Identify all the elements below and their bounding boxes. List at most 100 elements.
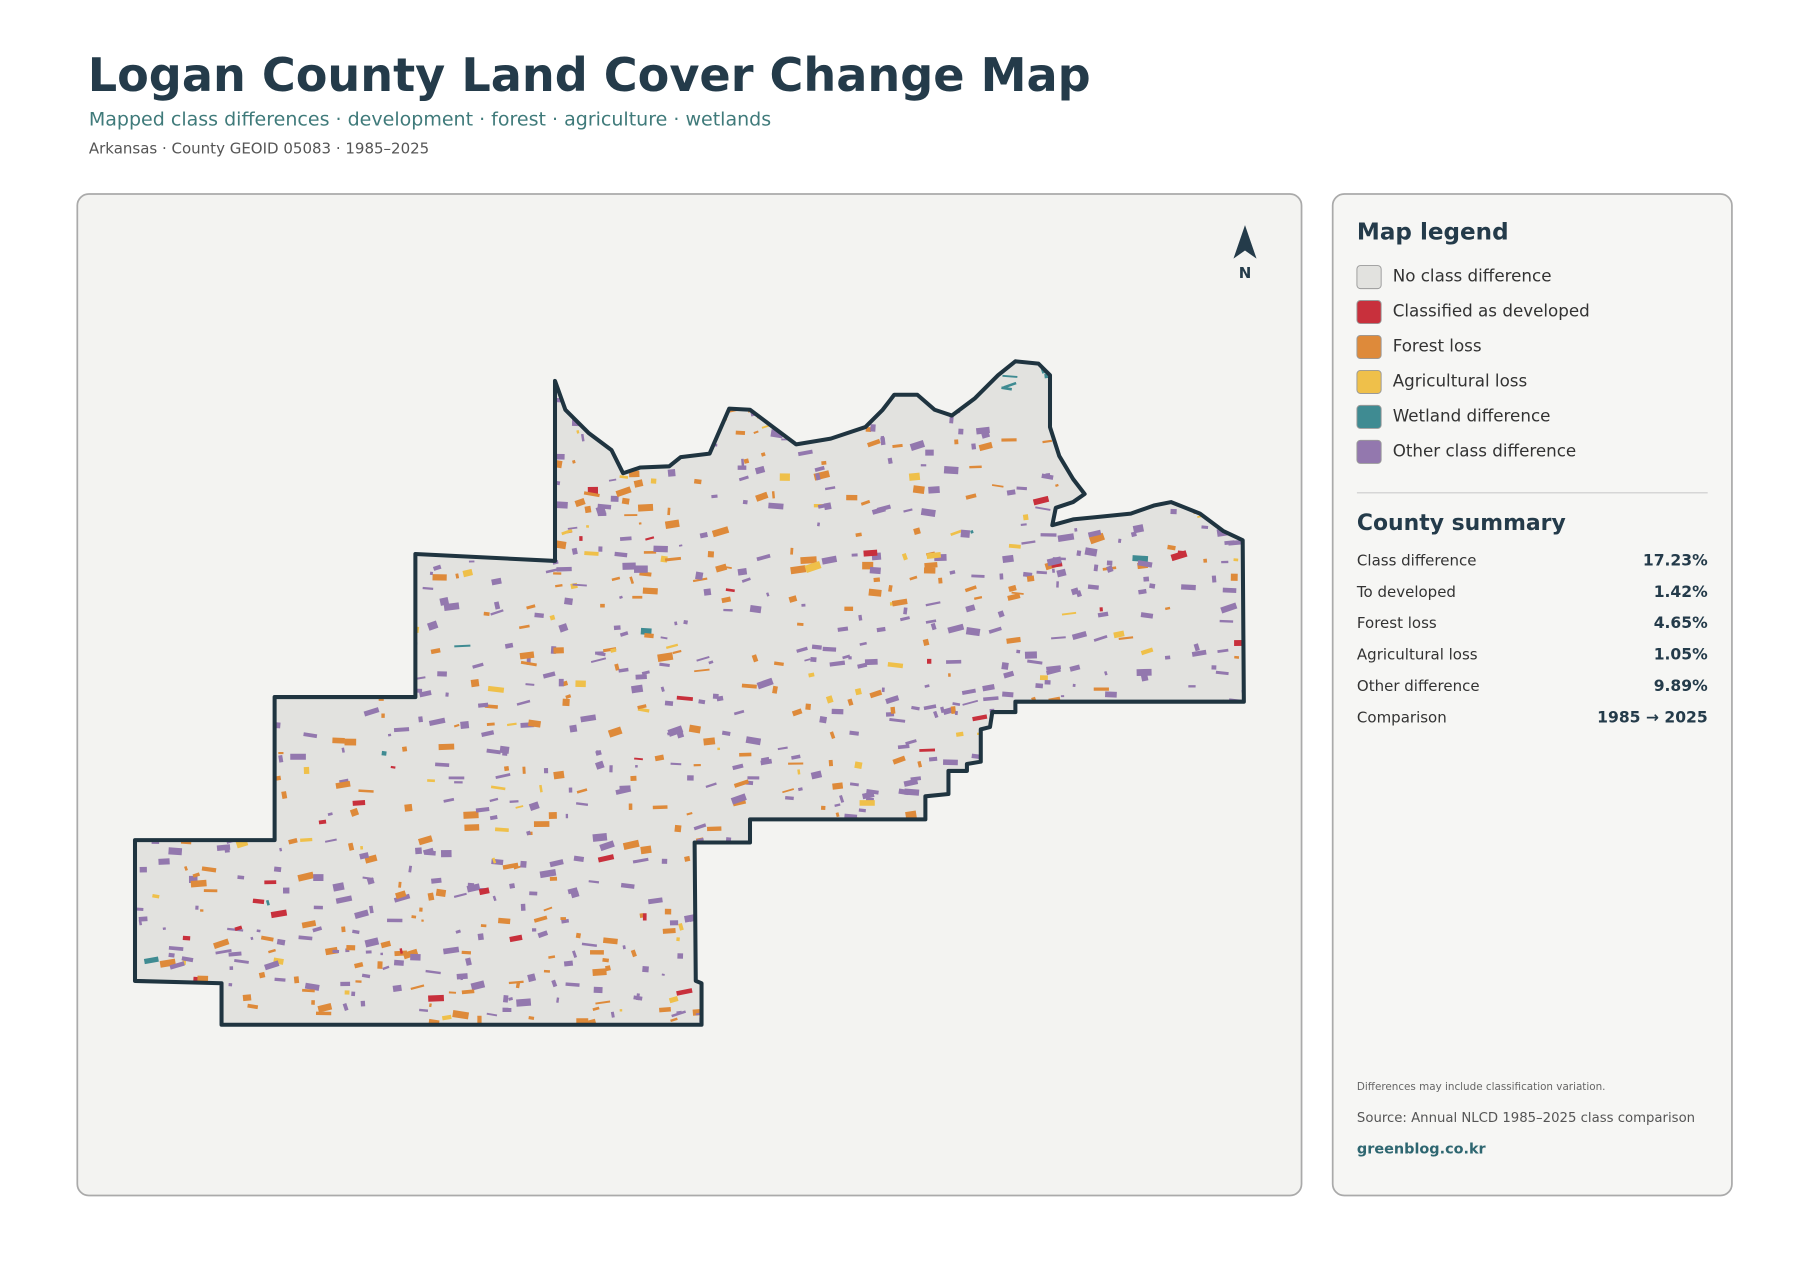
change-patch: [903, 607, 908, 615]
change-patch: [502, 995, 509, 1003]
change-patch: [1132, 524, 1145, 534]
change-patch: [574, 497, 586, 508]
change-patch: [828, 759, 834, 767]
legend-label: Wetland difference: [1393, 405, 1551, 425]
change-patch: [1046, 556, 1062, 567]
change-patch: [923, 704, 937, 711]
change-patch: [955, 731, 964, 737]
change-patch: [468, 560, 475, 563]
change-patch: [869, 689, 883, 699]
change-patch: [499, 745, 510, 754]
change-patch: [965, 604, 976, 613]
change-patch: [443, 797, 455, 803]
change-patch: [913, 527, 921, 535]
change-patch: [1193, 643, 1200, 652]
change-patch: [1093, 634, 1108, 642]
change-patch: [315, 1011, 332, 1016]
change-patch: [630, 949, 637, 958]
change-patch: [869, 566, 881, 575]
change-patch: [737, 568, 748, 576]
change-patch: [611, 576, 621, 582]
change-patch: [1001, 662, 1009, 670]
change-patch: [788, 595, 798, 603]
change-patch: [553, 501, 568, 509]
change-patch: [777, 746, 788, 751]
change-patch: [808, 672, 815, 678]
change-patch: [911, 705, 920, 711]
change-patch: [298, 935, 313, 941]
change-patch: [969, 465, 982, 469]
change-patch: [947, 623, 965, 634]
change-patch: [1220, 602, 1238, 614]
change-patch: [201, 866, 217, 873]
change-patch: [890, 706, 896, 714]
change-patch: [662, 928, 676, 934]
change-patch: [1069, 664, 1081, 672]
change-patch: [711, 494, 718, 499]
change-patch: [290, 753, 306, 760]
change-patch: [686, 811, 693, 816]
legend-label: No class difference: [1393, 266, 1552, 286]
change-patch: [693, 478, 702, 485]
change-patch: [359, 852, 370, 860]
change-patch: [664, 908, 672, 915]
change-patch: [1051, 636, 1066, 640]
change-patch: [880, 435, 885, 439]
change-patch: [923, 567, 936, 574]
change-patch: [1042, 439, 1053, 444]
change-patch: [483, 611, 490, 617]
change-patch: [234, 959, 249, 964]
change-patch: [363, 707, 380, 717]
change-patch: [561, 528, 573, 536]
change-patch: [317, 1003, 333, 1013]
change-patch: [779, 473, 790, 481]
change-patch: [610, 495, 619, 502]
change-patch: [791, 754, 801, 760]
change-patch: [768, 502, 784, 510]
change-patch: [954, 710, 958, 716]
change-patch: [477, 933, 484, 941]
change-patch: [422, 586, 434, 590]
change-patch: [619, 536, 632, 541]
change-patch: [620, 882, 635, 889]
change-patch: [380, 952, 384, 956]
change-patch: [1221, 560, 1229, 564]
change-patch: [642, 965, 649, 973]
change-patch: [1021, 540, 1036, 545]
change-patch: [665, 643, 679, 649]
change-patch: [909, 575, 918, 581]
change-patch: [427, 892, 435, 901]
change-patch: [749, 605, 762, 614]
change-patch: [735, 430, 746, 436]
change-patch: [695, 571, 704, 580]
change-patch: [1007, 593, 1021, 601]
change-patch: [1118, 636, 1134, 641]
change-patch: [888, 584, 893, 592]
change-patch: [1076, 550, 1082, 557]
change-patch: [881, 687, 885, 693]
change-patch: [564, 597, 573, 606]
change-patch: [1087, 584, 1099, 590]
change-patch: [640, 627, 652, 635]
change-patch: [1026, 575, 1035, 582]
change-patch: [905, 739, 917, 746]
change-patch: [1136, 668, 1152, 677]
change-patch: [158, 858, 170, 865]
change-patch: [462, 568, 474, 578]
change-patch: [854, 688, 862, 696]
change-patch: [647, 897, 663, 905]
change-patch: [756, 677, 774, 690]
change-patch: [999, 573, 1004, 580]
change-patch: [891, 598, 908, 607]
change-patch: [1055, 483, 1059, 487]
change-patch: [572, 459, 576, 464]
change-patch: [556, 480, 561, 486]
change-patch: [520, 860, 527, 868]
change-patch: [1215, 670, 1229, 676]
change-patch: [168, 945, 184, 951]
change-patch: [660, 686, 665, 692]
change-patch: [572, 583, 587, 587]
change-patch: [614, 551, 628, 558]
change-patch: [721, 596, 732, 604]
